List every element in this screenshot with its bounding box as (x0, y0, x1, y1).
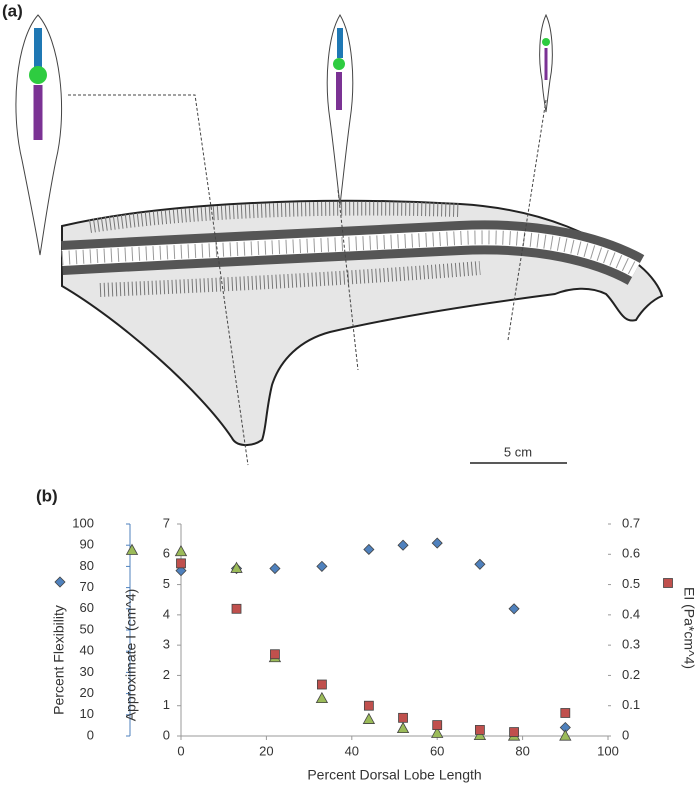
y-tick-label: 100 (72, 515, 94, 530)
data-point (397, 539, 409, 551)
y3-tick-label: 0.4 (622, 606, 640, 621)
x-tick-label: 80 (515, 743, 529, 758)
y-tick-label: 20 (80, 685, 94, 700)
y3-tick-label: 0.6 (622, 546, 640, 561)
axis-key-marker (54, 576, 66, 588)
data-point (560, 708, 571, 718)
section-lines (68, 94, 547, 466)
y2-tick-label: 6 (163, 546, 170, 561)
scale-bar-label: 5 cm (504, 444, 532, 459)
y3-tick-label: 0.2 (622, 667, 640, 682)
x-axis-label: Percent Dorsal Lobe Length (307, 767, 481, 783)
data-point (270, 649, 280, 660)
y2-tick-label: 4 (163, 606, 170, 621)
x-tick-label: 40 (345, 743, 359, 758)
y-tick-label: 60 (80, 600, 94, 615)
data-point (315, 691, 329, 704)
data-point (559, 729, 572, 741)
y-tick-label: 80 (80, 558, 94, 573)
data-point (230, 561, 243, 573)
y3-tick-label: 0.7 (622, 515, 640, 530)
data-point (176, 558, 186, 569)
data-point (269, 562, 281, 575)
y3-tick-label: 0.5 (622, 576, 640, 591)
y2-tick-label: 7 (163, 515, 170, 530)
y-tick-label: 10 (80, 706, 94, 721)
data-point (431, 537, 443, 549)
y2-axis-label: Approximate I (cm^4) (123, 589, 139, 722)
y3-tick-label: 0 (622, 727, 629, 742)
y-tick-label: 30 (80, 664, 94, 679)
data-point (362, 712, 376, 724)
data-point (363, 700, 374, 711)
axis-key-marker (663, 578, 673, 588)
y2-tick-label: 5 (163, 576, 170, 591)
data-point (316, 560, 328, 572)
x-tick-label: 100 (597, 743, 619, 758)
x-tick-label: 0 (177, 743, 184, 758)
data-point (231, 603, 242, 614)
data-point (363, 543, 375, 556)
data-point (509, 727, 519, 737)
y-tick-label: 70 (80, 579, 94, 594)
y-axis-label: Percent Flexibility (51, 605, 67, 715)
y2-tick-label: 2 (163, 667, 170, 682)
data-point (396, 721, 410, 734)
tail-illustration (61, 199, 664, 446)
data-point (398, 712, 408, 723)
data-point (174, 544, 188, 557)
y2-tick-label: 0 (163, 727, 170, 742)
y3-axis-label: EI (Pa*cm^4) (681, 587, 697, 669)
x-tick-label: 20 (259, 743, 273, 758)
y2-tick-label: 3 (163, 637, 170, 652)
y-tick-label: 0 (87, 727, 94, 742)
y3-tick-label: 0.1 (622, 697, 640, 712)
data-point (317, 679, 327, 690)
y-tick-label: 90 (80, 537, 94, 552)
data-point (432, 720, 443, 730)
y3-tick-label: 0.3 (622, 637, 640, 652)
data-point (474, 558, 486, 570)
data-point (431, 726, 444, 738)
panel-label: (a) (2, 1, 23, 20)
axis-key-marker (125, 543, 139, 555)
panel-label: (b) (36, 486, 58, 505)
cross-sections (15, 13, 553, 256)
data-point (474, 725, 485, 735)
y2-tick-label: 1 (163, 697, 170, 712)
y-tick-label: 50 (80, 621, 94, 636)
x-tick-label: 60 (430, 743, 444, 758)
y-tick-label: 40 (80, 643, 94, 658)
data-point (508, 603, 520, 615)
